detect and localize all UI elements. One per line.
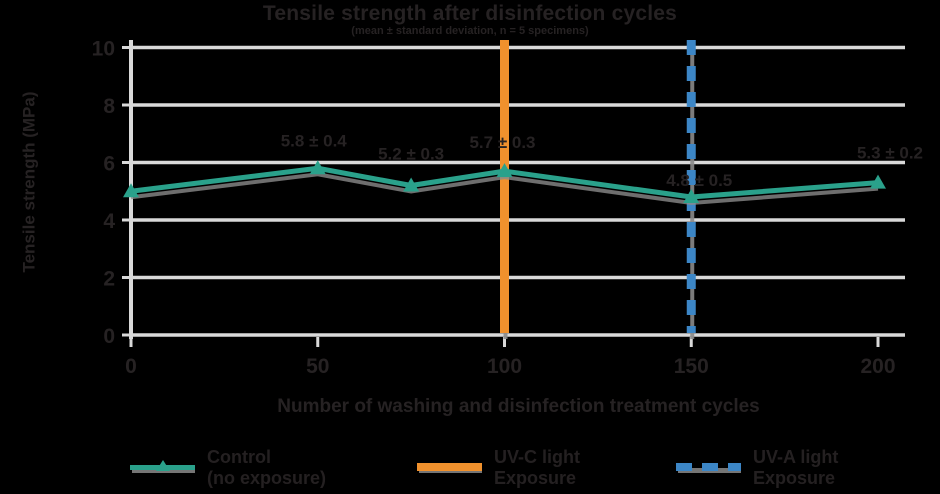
teal-line-swatch-icon [130,460,195,473]
data-point-marker [683,189,700,203]
legend-item-uvc: UV-C light Exposure [417,442,580,494]
x-axis-title: Number of washing and disinfection treat… [277,396,760,417]
x-tick-label: 100 [487,355,522,378]
chart-subtitle: (mean ± standard deviation, n = 5 specim… [351,25,589,37]
legend-label-control: Control (no exposure) [207,447,327,488]
data-label: 5.7 ± 0.3 [469,133,535,152]
data-point-marker [496,163,513,178]
x-tick-label: 50 [306,355,329,378]
orange-line-swatch-icon [417,463,482,473]
data-label: 5.8 ± 0.4 [281,131,348,150]
x-tick-label: 200 [860,355,895,378]
x-tick-label: 150 [674,355,709,378]
y-tick-label: 4 [103,210,115,233]
y-tick-label: 2 [103,268,115,291]
y-tick-label: 10 [92,38,115,61]
data-label: 4.8 ± 0.5 [666,171,732,190]
data-point-marker [123,183,139,198]
y-tick-label: 0 [103,325,115,348]
y-tick-label: 8 [103,95,115,118]
x-tick-label: 0 [125,355,137,378]
legend-item-uva: UV-A light Exposure [676,442,838,494]
blue-dashed-line-swatch-icon [676,463,741,473]
data-point-marker [403,177,420,192]
data-point-marker [870,174,886,189]
data-label: 5.3 ± 0.2 [857,144,923,163]
data-label: 5.2 ± 0.3 [378,145,444,164]
series-line-shadow [130,172,879,206]
legend-item-control: Control (no exposure) [130,442,326,494]
legend-label-uvc: UV-C light Exposure [494,447,580,488]
y-tick-label: 6 [103,153,115,176]
series-line [130,165,879,200]
data-point-marker [309,160,326,175]
legend: Control (no exposure) UV-C light Exposur… [0,442,940,494]
chart-title: Tensile strength after disinfection cycl… [262,2,678,25]
legend-label-uva: UV-A light Exposure [753,447,839,488]
